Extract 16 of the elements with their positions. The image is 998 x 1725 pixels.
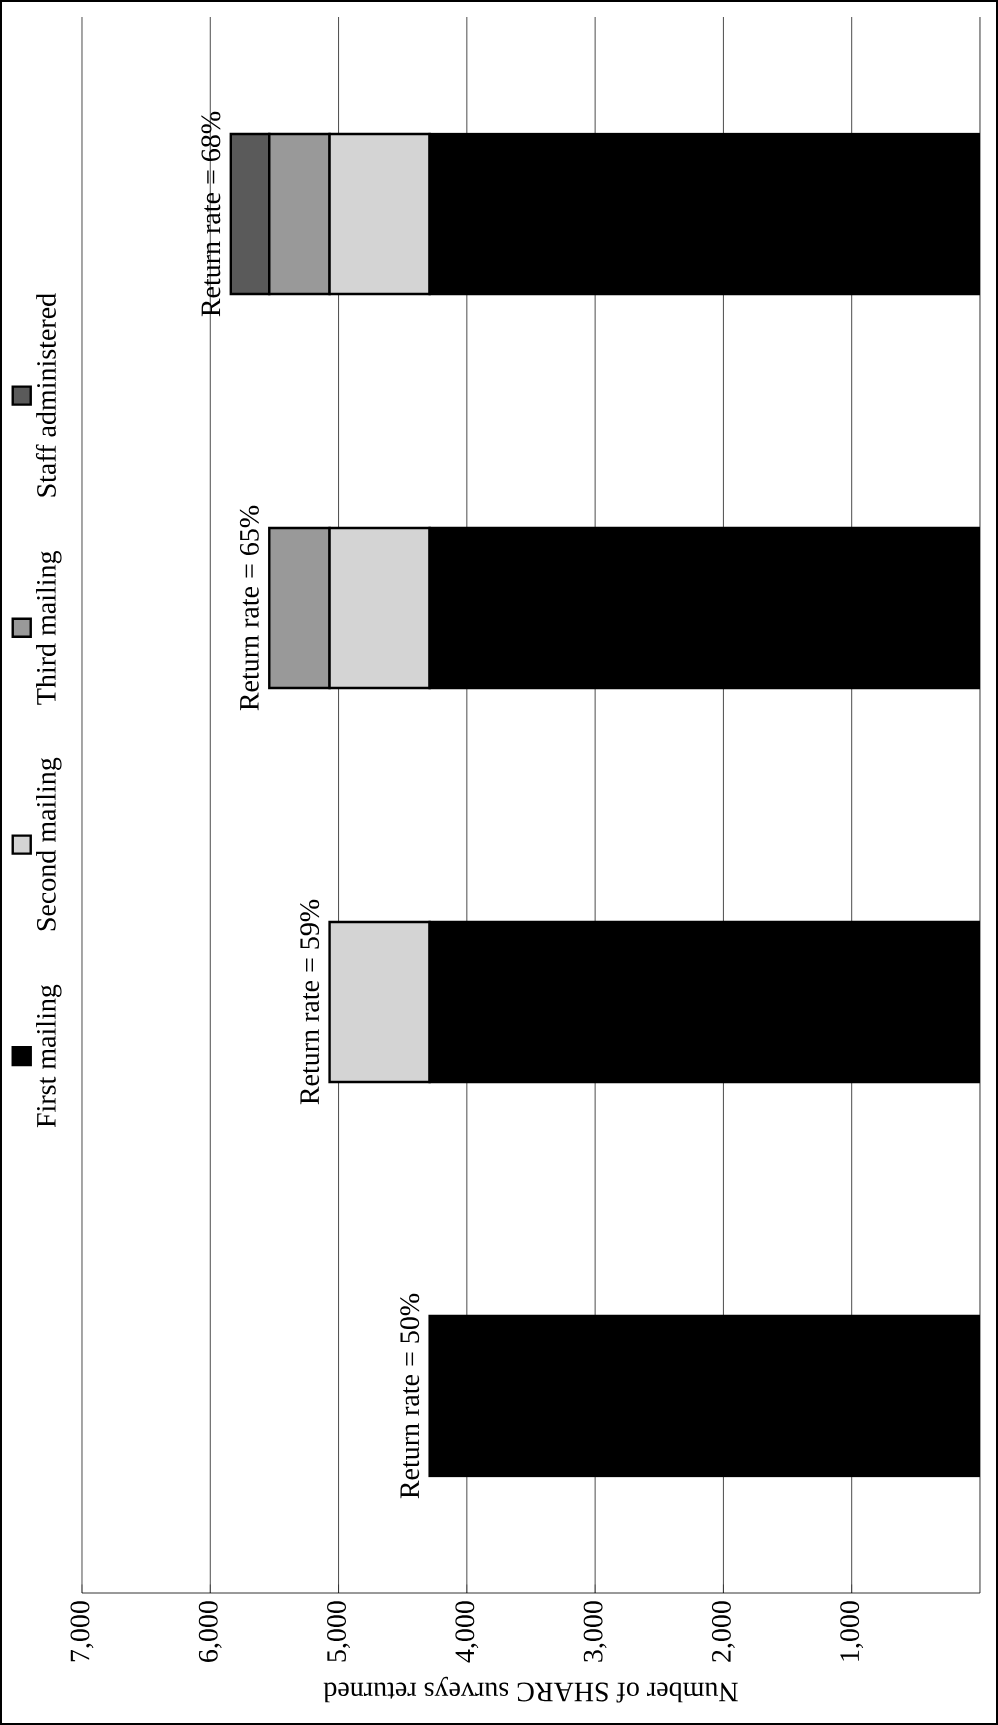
x-tick-label: 4,000 <box>455 1601 479 1663</box>
x-tick-label: 2,000 <box>711 1601 735 1662</box>
legend-label: Third mailing <box>36 550 62 705</box>
annotation: Return rate = 68% <box>201 111 221 317</box>
annotation: Return rate = 65% <box>239 505 259 711</box>
legend-label: Second mailing <box>36 757 62 931</box>
legend-label: First mailing <box>36 984 62 1128</box>
x-tick-label: 3,000 <box>583 1601 607 1662</box>
x-axis-title: Number of SHARC surveys returned <box>323 1676 738 1703</box>
x-tick-label: 6,000 <box>198 1601 222 1662</box>
x-tick-label: 1,000 <box>840 1601 864 1661</box>
x-tick-label: 5,000 <box>327 1601 351 1662</box>
legend-label: Staff administered <box>35 293 56 497</box>
annotation: Return rate = 59% <box>300 899 320 1105</box>
x-tick-label: 7,000 <box>70 1601 94 1662</box>
annotation: Return rate = 50% <box>400 1293 420 1499</box>
